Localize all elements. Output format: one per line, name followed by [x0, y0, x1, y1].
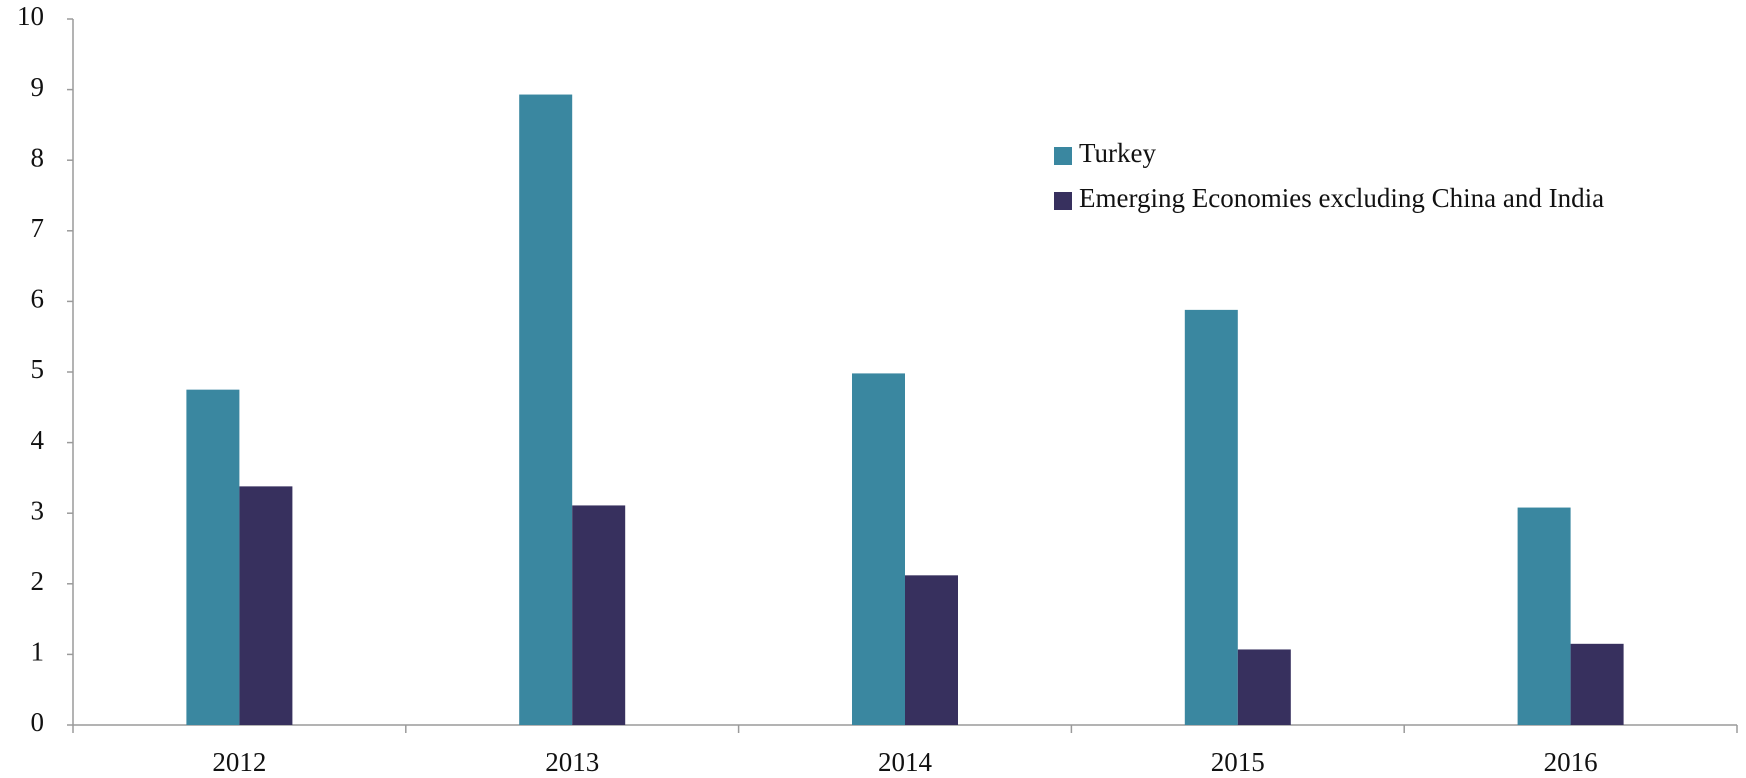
bar — [1237, 649, 1291, 725]
y-tick-label: 1 — [31, 637, 45, 667]
y-tick-label: 10 — [17, 1, 44, 31]
y-tick-label: 8 — [31, 142, 45, 172]
bar — [1570, 643, 1624, 725]
x-tick-label: 2014 — [878, 747, 933, 777]
x-tick-label: 2015 — [1211, 747, 1265, 777]
y-tick-label: 2 — [31, 566, 45, 596]
legend-label: Emerging Economies excluding China and I… — [1079, 183, 1604, 213]
x-tick-label: 2013 — [545, 747, 599, 777]
x-tick-label: 2016 — [1544, 747, 1598, 777]
bar — [1517, 507, 1571, 725]
bar — [905, 575, 958, 725]
y-tick-label: 5 — [31, 354, 45, 384]
x-tick-label: 2012 — [212, 747, 266, 777]
legend-label: Turkey — [1079, 138, 1157, 168]
bar — [1184, 309, 1238, 725]
bar — [239, 486, 293, 725]
legend-swatch — [1054, 147, 1072, 165]
bar — [572, 505, 626, 725]
bar — [852, 373, 905, 725]
bar — [519, 94, 573, 726]
y-tick-label: 3 — [31, 495, 45, 525]
y-tick-label: 7 — [31, 213, 45, 243]
y-tick-label: 4 — [31, 425, 45, 455]
y-tick-label: 0 — [31, 707, 45, 737]
bar — [186, 389, 240, 725]
legend-swatch — [1054, 192, 1072, 210]
y-tick-label: 9 — [31, 72, 45, 102]
y-tick-label: 6 — [31, 284, 45, 314]
